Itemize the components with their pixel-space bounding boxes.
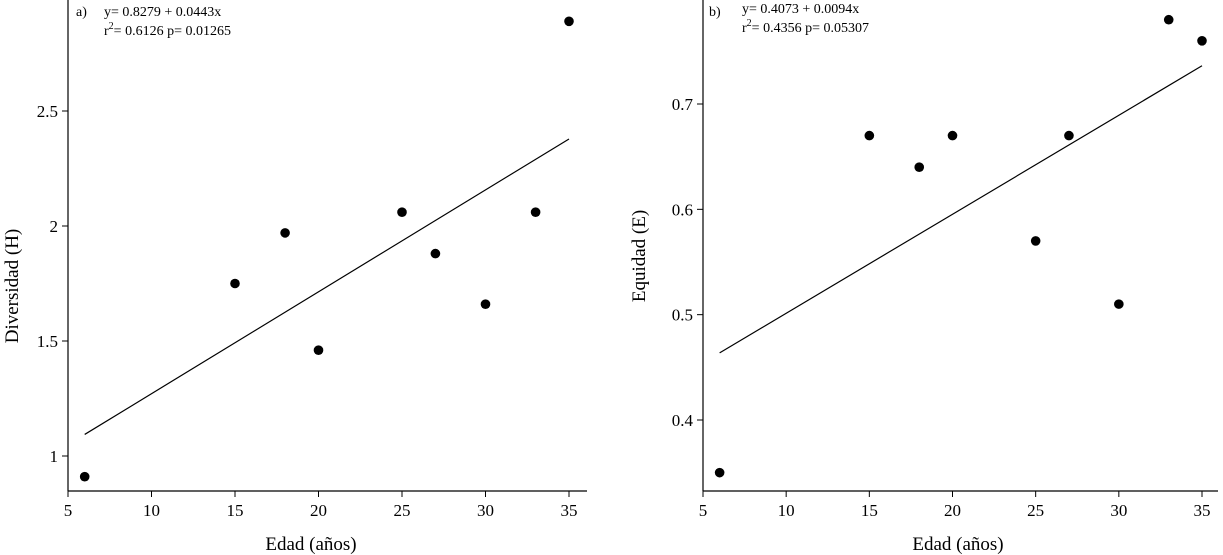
panel-b-x-tick-label: 35: [1194, 501, 1211, 520]
panel-b-x-tick-label: 5: [699, 501, 708, 520]
panel-b-y-tick-label: 0.6: [672, 200, 693, 219]
panel-a-x-tick-label: 20: [310, 501, 327, 520]
panel-b-regression-line: [719, 65, 1203, 354]
panel-a-x-tick-label: 10: [143, 501, 160, 520]
panel-a-diversity-chart: 5 10 15 20 25 30 35 1 1.5 2 2.5 a) y= 0.8279 + 0.0…: [2, 0, 587, 555]
panel-a-data-point: [79, 471, 90, 482]
panel-a-data-point: [280, 228, 290, 238]
panel-a-regression-line: [84, 138, 570, 435]
panel-b-points: [714, 14, 1207, 478]
panel-a-x-tick-label: 15: [227, 501, 244, 520]
panel-a-data-point: [313, 345, 324, 356]
panel-b-data-point: [714, 467, 725, 478]
panel-b-data-point: [1030, 236, 1041, 246]
panel-b-data-point: [914, 162, 925, 172]
panel-a-y-tick-label: 1: [50, 447, 59, 466]
panel-b-y-tick-label: 0.5: [672, 306, 693, 325]
panel-b-x-tick-label: 30: [1110, 501, 1127, 520]
panel-a-stats: r2= 0.6126 p= 0.01265: [104, 21, 231, 39]
panel-a-y-tick-label: 2.5: [37, 102, 58, 121]
panel-a-label: a): [76, 5, 87, 20]
panel-a-points: [79, 16, 574, 482]
panel-a-y-tick-label: 1.5: [37, 332, 58, 351]
panel-a-data-point: [430, 248, 441, 259]
panel-b-data-point: [1064, 130, 1074, 141]
panel-a-y-axis-title: Diversidad (H): [2, 229, 23, 344]
panel-a-x-axis-title: Edad (años): [265, 534, 356, 555]
panel-a-data-point: [480, 299, 491, 310]
panel-b-equity-chart: 5 10 15 20 25 30 35 0.4 0.5 0.6 0.7 b) y= 0.4073 +…: [629, 0, 1218, 555]
panel-b-label: b): [709, 5, 721, 20]
panel-a-data-point: [397, 207, 407, 217]
panel-b-data-point: [1197, 36, 1207, 46]
panel-a-data-point: [530, 207, 541, 217]
panel-b-x-tick-label: 15: [861, 501, 878, 520]
panel-a-data-point: [564, 16, 574, 27]
panel-a-data-point: [230, 278, 240, 289]
panel-b-x-axis-title: Edad (años): [912, 534, 1003, 555]
panel-b-data-point: [1114, 299, 1124, 309]
panel-b-data-point: [864, 130, 875, 141]
panel-a-equation: y= 0.8279 + 0.0443x: [104, 5, 221, 20]
panel-b-y-axis-title: Equidad (E): [629, 210, 650, 302]
panel-a-y-tick-label: 2: [50, 217, 59, 236]
panel-b-x-tick-label: 25: [1027, 501, 1044, 520]
panel-b-y-tick-label: 0.7: [672, 95, 694, 114]
panel-b-data-point: [947, 130, 958, 141]
panel-b-x-tick-label: 10: [778, 501, 795, 520]
panel-b-ticks: 5 10 15 20 25 30 35 0.4 0.5 0.6 0.7: [672, 95, 1211, 520]
panel-a-x-tick-label: 35: [561, 501, 578, 520]
panel-a-ticks: 5 10 15 20 25 30 35 1 1.5 2 2.5: [37, 102, 578, 520]
panel-b-stats: r2= 0.4356 p= 0.05307: [742, 18, 869, 36]
panel-b-x-tick-label: 20: [944, 501, 961, 520]
panel-b-data-point: [1163, 14, 1174, 25]
panel-a-x-tick-label: 30: [477, 501, 494, 520]
panel-b-y-tick-label: 0.4: [672, 411, 694, 430]
panel-b-equation: y= 0.4073 + 0.0094x: [742, 2, 859, 17]
panel-a-x-tick-label: 25: [394, 501, 411, 520]
panel-a-x-tick-label: 5: [64, 501, 73, 520]
